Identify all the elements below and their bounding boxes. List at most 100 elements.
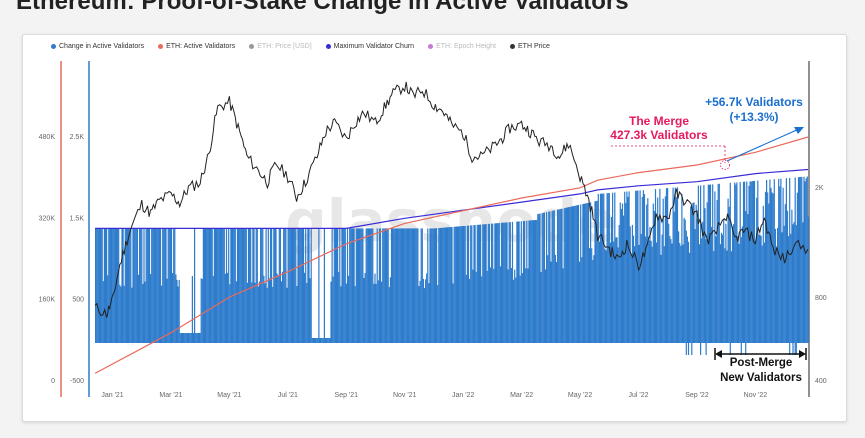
change-bar bbox=[289, 228, 291, 343]
change-bar bbox=[708, 184, 710, 343]
change-bar bbox=[590, 202, 592, 343]
change-bar bbox=[718, 183, 720, 343]
change-bar bbox=[726, 250, 728, 343]
change-bar bbox=[348, 275, 350, 343]
legend-item[interactable]: ETH Price bbox=[510, 43, 550, 50]
change-bar bbox=[364, 273, 366, 343]
change-bar bbox=[670, 239, 672, 343]
change-bar bbox=[460, 226, 462, 343]
change-bar bbox=[340, 286, 342, 343]
change-bar bbox=[200, 278, 202, 343]
change-bar bbox=[605, 250, 607, 343]
change-bar bbox=[480, 224, 482, 343]
change-bar bbox=[799, 177, 801, 343]
change-tick-label: -500 bbox=[70, 378, 84, 385]
change-bar bbox=[305, 228, 307, 343]
change-bar bbox=[510, 268, 512, 343]
change-bar bbox=[312, 338, 314, 343]
change-bar bbox=[177, 286, 179, 343]
change-bar bbox=[126, 228, 129, 343]
change-bar bbox=[130, 228, 132, 343]
chart-plot: 0 160K 320K 480K -500 500 1.5K 2.5K 400 800 2K Jan … bbox=[39, 61, 827, 399]
change-bar bbox=[309, 278, 311, 343]
change-bar bbox=[667, 188, 669, 343]
change-bar bbox=[537, 214, 539, 343]
change-bar bbox=[771, 192, 773, 343]
change-bar bbox=[553, 210, 555, 343]
change-bar bbox=[698, 244, 701, 343]
change-bar bbox=[778, 178, 780, 343]
change-bar bbox=[104, 228, 107, 343]
change-bar bbox=[295, 228, 297, 343]
change-bar bbox=[653, 211, 655, 343]
change-bar bbox=[557, 209, 559, 343]
change-bar bbox=[607, 193, 609, 343]
x-tick-label: Jan '21 bbox=[101, 392, 123, 399]
change-bar bbox=[272, 286, 274, 343]
legend-item[interactable]: ETH: Active Validators bbox=[158, 43, 235, 50]
change-bar bbox=[227, 272, 229, 343]
change-bar bbox=[444, 227, 446, 343]
change-bar bbox=[318, 228, 320, 343]
legend-item[interactable]: Change in Active Validators bbox=[51, 43, 144, 50]
legend-item[interactable]: ETH: Epoch Height bbox=[428, 43, 496, 50]
change-bar bbox=[595, 201, 597, 343]
legend-item[interactable]: Maximum Validator Churn bbox=[325, 43, 414, 50]
change-bar bbox=[791, 209, 793, 343]
change-bar bbox=[316, 338, 318, 343]
validators-tick-label: 480K bbox=[39, 134, 56, 141]
change-bar bbox=[387, 228, 389, 343]
change-bar bbox=[397, 228, 399, 343]
change-bar bbox=[632, 235, 635, 343]
change-bar bbox=[656, 242, 658, 343]
price-tick-label: 800 bbox=[815, 295, 827, 302]
change-bar bbox=[221, 228, 223, 343]
change-bar bbox=[535, 220, 537, 343]
change-bar bbox=[139, 228, 141, 343]
change-bar bbox=[706, 202, 708, 343]
change-bar bbox=[697, 185, 699, 343]
change-bar bbox=[543, 212, 545, 343]
change-bar bbox=[132, 228, 134, 343]
change-bar bbox=[665, 188, 668, 343]
change-bar bbox=[646, 204, 648, 343]
change-bar bbox=[517, 221, 519, 343]
change-bar bbox=[99, 228, 101, 343]
x-tick-label: Jul '21 bbox=[278, 392, 298, 399]
change-bar bbox=[660, 254, 662, 343]
change-bar bbox=[483, 224, 485, 343]
change-bar bbox=[596, 200, 598, 343]
change-bar bbox=[109, 228, 111, 343]
change-bar bbox=[240, 228, 242, 343]
growth-arrow-head-icon bbox=[794, 127, 804, 134]
change-bar bbox=[156, 228, 158, 343]
change-bar bbox=[577, 205, 580, 343]
change-bar bbox=[669, 236, 671, 343]
change-bar bbox=[198, 333, 200, 343]
change-bar bbox=[758, 234, 760, 343]
change-bar bbox=[498, 223, 500, 343]
change-bar bbox=[288, 228, 290, 343]
change-bar bbox=[475, 271, 477, 343]
change-bar bbox=[283, 228, 285, 343]
change-bar bbox=[433, 228, 435, 343]
change-bar bbox=[746, 181, 748, 343]
change-bar bbox=[505, 222, 507, 343]
change-bar bbox=[431, 228, 433, 343]
change-bar bbox=[601, 193, 603, 343]
validators-tick-label: 320K bbox=[39, 215, 56, 222]
change-bar bbox=[356, 228, 358, 343]
legend-item[interactable]: ETH: Price [USD] bbox=[249, 43, 312, 50]
change-bar bbox=[252, 228, 254, 343]
change-bar bbox=[462, 226, 464, 343]
change-bar bbox=[464, 225, 466, 343]
change-bar bbox=[133, 228, 135, 343]
change-bar bbox=[508, 222, 510, 343]
change-bar bbox=[178, 280, 180, 343]
change-bar bbox=[294, 228, 296, 343]
change-bar bbox=[629, 226, 631, 343]
change-bar bbox=[552, 210, 554, 343]
change-bar bbox=[299, 228, 301, 343]
change-bar bbox=[522, 221, 525, 343]
change-bar bbox=[429, 228, 431, 343]
